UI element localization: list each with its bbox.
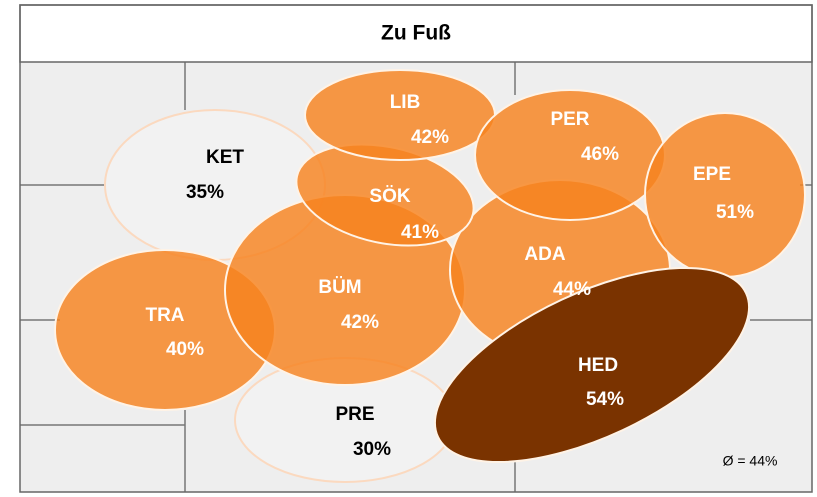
region-hed [433,266,751,464]
frame [19,4,813,493]
region-name: PRE [335,404,374,425]
region-name: LIB [390,92,421,113]
region-value: 44% [553,279,591,300]
title: Zu Fuß [381,22,451,45]
region-name: HED [578,355,618,376]
region-name: TRA [145,305,184,326]
region-value: 51% [716,202,754,223]
region-value: 41% [401,222,439,243]
region-value: 30% [353,439,391,460]
region-value: 42% [341,312,379,333]
region-name: SÖK [369,186,410,207]
region-value: 54% [586,389,624,410]
average-label: Ø = 44% [723,453,778,469]
region-name: PER [550,109,589,130]
region-lib [304,69,496,161]
region-name: KET [206,147,244,168]
region-name: BÜM [318,277,361,298]
region-value: 42% [411,127,449,148]
region-value: 40% [166,339,204,360]
region-value: 35% [186,182,224,203]
region-name: ADA [524,244,565,265]
region-epe [644,112,806,278]
region-value: 46% [581,144,619,165]
region-name: EPE [693,164,731,185]
